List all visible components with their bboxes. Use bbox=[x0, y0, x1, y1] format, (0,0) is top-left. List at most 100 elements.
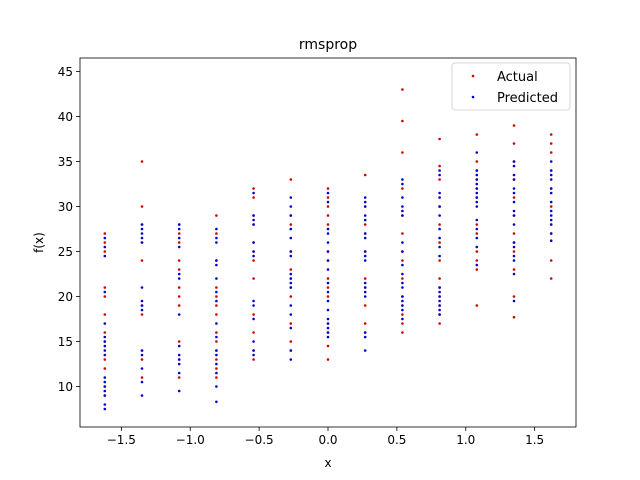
point-predicted bbox=[363, 200, 367, 204]
y-tick-label: 20 bbox=[58, 290, 73, 304]
point-predicted bbox=[512, 160, 516, 163]
point-predicted bbox=[438, 313, 441, 316]
point-predicted bbox=[177, 272, 181, 276]
point-predicted bbox=[475, 173, 479, 177]
point-actual bbox=[215, 367, 218, 370]
point-actual bbox=[140, 259, 144, 262]
point-predicted bbox=[140, 286, 144, 289]
point-predicted bbox=[103, 254, 107, 258]
point-actual bbox=[326, 187, 330, 190]
point-actual bbox=[103, 367, 107, 370]
point-actual bbox=[140, 313, 144, 316]
point-predicted bbox=[252, 340, 255, 343]
point-predicted bbox=[475, 169, 479, 172]
point-actual bbox=[103, 331, 107, 334]
point-predicted bbox=[326, 200, 330, 204]
point-predicted bbox=[103, 407, 107, 411]
point-predicted bbox=[438, 290, 441, 294]
point-actual bbox=[549, 277, 553, 280]
point-predicted bbox=[475, 245, 479, 249]
point-predicted bbox=[103, 349, 107, 352]
point-actual bbox=[289, 340, 293, 343]
point-actual bbox=[438, 241, 441, 244]
point-actual bbox=[177, 340, 181, 343]
point-actual bbox=[215, 304, 218, 307]
point-predicted bbox=[438, 169, 441, 172]
point-actual bbox=[438, 137, 441, 141]
point-actual bbox=[363, 173, 367, 177]
point-predicted bbox=[401, 214, 404, 217]
point-actual bbox=[252, 259, 255, 262]
point-predicted bbox=[363, 335, 367, 339]
point-actual bbox=[103, 241, 107, 244]
point-predicted bbox=[252, 353, 255, 357]
y-tick-label: 40 bbox=[58, 110, 73, 124]
point-predicted bbox=[475, 187, 479, 190]
point-actual bbox=[289, 322, 293, 325]
point-predicted bbox=[363, 250, 367, 253]
point-predicted bbox=[177, 371, 181, 375]
point-actual bbox=[215, 313, 218, 316]
point-predicted bbox=[140, 236, 144, 240]
point-predicted bbox=[215, 259, 218, 262]
point-predicted bbox=[401, 281, 404, 285]
point-predicted bbox=[326, 281, 330, 285]
legend-label-predicted: Predicted bbox=[497, 91, 558, 106]
point-actual bbox=[326, 344, 330, 348]
point-predicted bbox=[363, 218, 367, 222]
point-actual bbox=[215, 340, 218, 343]
point-predicted bbox=[326, 268, 330, 271]
point-predicted bbox=[401, 317, 404, 321]
point-predicted bbox=[475, 236, 479, 240]
point-predicted bbox=[475, 151, 479, 154]
point-actual bbox=[475, 160, 479, 163]
x-tick-label: 1.0 bbox=[456, 433, 475, 447]
point-predicted bbox=[140, 223, 144, 226]
point-actual bbox=[512, 196, 516, 199]
point-actual bbox=[401, 119, 404, 123]
point-predicted bbox=[401, 209, 404, 213]
point-actual bbox=[438, 277, 441, 280]
point-predicted bbox=[103, 340, 107, 343]
point-predicted bbox=[326, 331, 330, 334]
point-predicted bbox=[177, 353, 181, 357]
y-tick-label: 35 bbox=[58, 155, 73, 169]
point-predicted bbox=[289, 196, 293, 199]
point-predicted bbox=[103, 344, 107, 348]
point-actual bbox=[438, 223, 441, 226]
point-actual bbox=[401, 277, 404, 280]
point-actual bbox=[401, 322, 404, 325]
point-predicted bbox=[401, 299, 404, 303]
point-actual bbox=[401, 232, 404, 235]
legend-marker-actual bbox=[471, 74, 475, 78]
point-predicted bbox=[475, 196, 479, 199]
point-predicted bbox=[103, 290, 107, 294]
point-actual bbox=[103, 313, 107, 316]
point-actual bbox=[512, 142, 516, 145]
x-tick-label: 0.5 bbox=[387, 433, 406, 447]
point-predicted bbox=[438, 191, 441, 195]
point-actual bbox=[549, 133, 553, 136]
point-predicted bbox=[140, 353, 144, 357]
point-predicted bbox=[549, 169, 553, 172]
point-predicted bbox=[177, 313, 181, 316]
point-actual bbox=[177, 232, 181, 235]
point-predicted bbox=[512, 241, 516, 244]
chart-title: rmsprop bbox=[299, 37, 357, 53]
point-actual bbox=[289, 223, 293, 226]
point-actual bbox=[252, 313, 255, 316]
point-predicted bbox=[326, 317, 330, 321]
point-predicted bbox=[140, 394, 144, 397]
point-predicted bbox=[215, 277, 218, 280]
y-tick-label: 10 bbox=[58, 380, 73, 394]
point-actual bbox=[140, 376, 144, 379]
point-predicted bbox=[401, 178, 404, 181]
series-predicted bbox=[103, 151, 553, 411]
point-predicted bbox=[140, 227, 144, 231]
point-predicted bbox=[215, 385, 218, 388]
legend-box bbox=[451, 62, 571, 111]
point-predicted bbox=[215, 335, 218, 339]
point-actual bbox=[103, 250, 107, 253]
point-actual bbox=[252, 331, 255, 334]
point-actual bbox=[438, 178, 441, 181]
